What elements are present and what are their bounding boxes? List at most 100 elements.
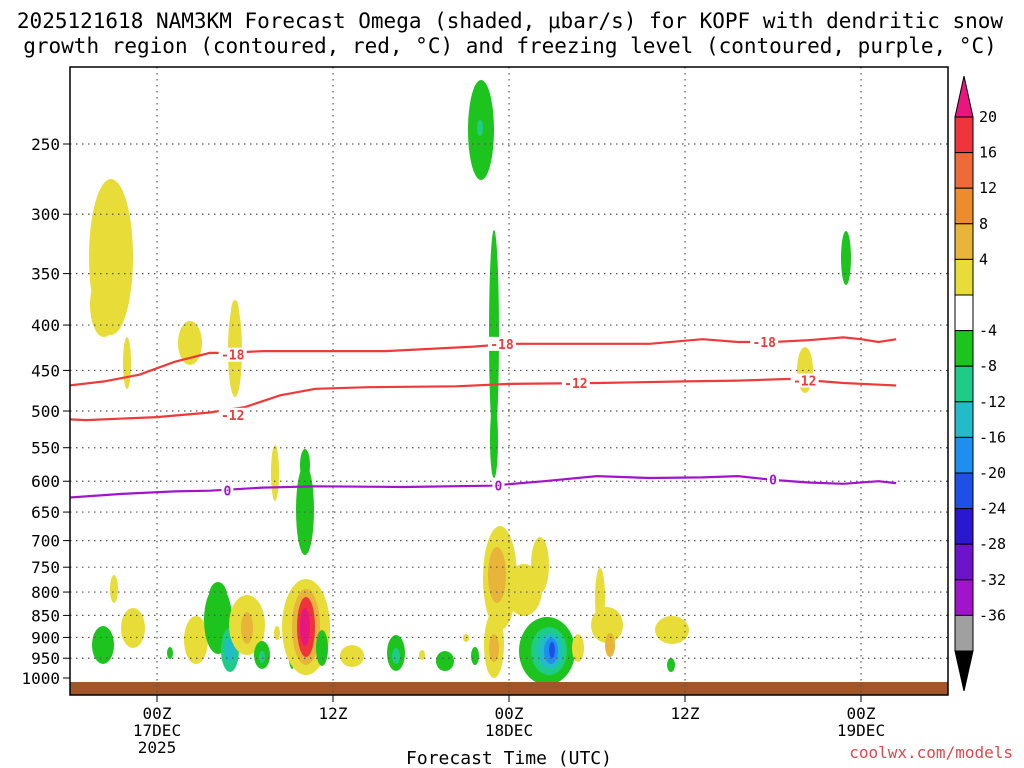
x-tick-label: 00Z — [143, 704, 172, 723]
omega-shade-region — [489, 230, 499, 440]
x-tick-label: 00Z — [495, 704, 524, 723]
contour-label: 0 — [769, 473, 777, 488]
x-tick-label: 19DEC — [837, 721, 885, 740]
temperature-contours — [70, 336, 897, 499]
colorbar-label: -32 — [979, 571, 1006, 589]
omega-shade-region — [231, 300, 239, 324]
omega-shade-region — [605, 633, 615, 657]
contour-label: 0 — [223, 485, 231, 500]
watermark: coolwx.com/models — [849, 743, 1013, 762]
colorbar-swatch — [954, 579, 974, 616]
omega-shade-region — [667, 658, 675, 672]
contour-labels: -18 -18 -18 -12 -12 -12 0 0 0 — [218, 335, 819, 500]
chart-title-line1: 2025121618 NAM3KM Forecast Omega (shaded… — [17, 9, 1004, 33]
colorbar-swatch — [954, 508, 974, 545]
grid-lines — [70, 67, 948, 695]
y-tick-label: 600 — [31, 472, 60, 491]
omega-shade-region — [209, 582, 227, 610]
colorbar-swatch — [954, 543, 974, 581]
contour-label-bg — [221, 483, 234, 498]
dgz-contour-line — [70, 377, 897, 422]
omega-shade-region — [92, 626, 114, 664]
y-tick-label: 400 — [31, 316, 60, 335]
colorbar: 20 16 12 8 4 -4 -8 -12 -16 -20 -24 -28 -32 -36 — [954, 75, 1006, 692]
omega-shade-region — [316, 630, 328, 666]
x-tick-label: 00Z — [847, 704, 876, 723]
omega-shade-region — [489, 634, 499, 662]
colorbar-swatch — [954, 614, 974, 652]
omega-shade-region — [531, 537, 549, 593]
colorbar-swatch — [954, 436, 974, 474]
omega-shade-region — [436, 651, 454, 671]
omega-shade-region — [340, 645, 364, 667]
x-tick-label: 12Z — [671, 704, 700, 723]
omega-shade-region — [655, 616, 689, 644]
omega-shade-region — [841, 231, 851, 285]
omega-shade-region — [549, 642, 555, 658]
contour-label: -18 — [490, 338, 514, 353]
contour-label: -18 — [221, 349, 245, 364]
colorbar-swatch — [954, 152, 974, 189]
colorbar-label: -16 — [979, 428, 1006, 446]
colorbar-swatch — [954, 116, 974, 154]
omega-shade-region — [123, 337, 131, 389]
colorbar-label: -28 — [979, 535, 1006, 553]
contour-label: -12 — [793, 375, 816, 390]
contour-label: 0 — [495, 480, 503, 495]
contour-label: -12 — [564, 377, 587, 392]
omega-shade-region — [591, 607, 623, 643]
omega-shade-region — [300, 608, 310, 646]
y-tick-label: 450 — [31, 361, 60, 380]
omega-shade-region — [184, 616, 208, 664]
omega-shade-region — [271, 445, 279, 501]
omega-shade-region — [488, 547, 506, 603]
contour-label-bg — [492, 478, 505, 493]
omega-shade-region — [477, 120, 483, 136]
colorbar-label: 4 — [979, 250, 988, 268]
y-tick-label: 350 — [31, 265, 60, 284]
x-tick-label: 2025 — [138, 738, 177, 757]
omega-shade-region — [97, 189, 125, 241]
omega-shade-region — [178, 321, 202, 365]
contour-label-bg — [790, 373, 819, 388]
contour-label-bg — [767, 472, 779, 487]
chart-title-line2: growth region (contoured, red, °C) and f… — [23, 34, 997, 58]
contour-label: -12 — [221, 409, 244, 424]
colorbar-label: 20 — [979, 108, 997, 126]
omega-shading — [89, 80, 851, 685]
x-tick-label: 12Z — [319, 704, 348, 723]
y-tick-label: 550 — [31, 439, 60, 458]
colorbar-swatch — [954, 401, 974, 438]
contour-label-bg — [750, 335, 779, 350]
ground-rect — [70, 682, 948, 695]
y-tick-label: 850 — [31, 606, 60, 625]
contour-label-bg — [218, 347, 247, 362]
y-tick-label: 250 — [31, 135, 60, 154]
y-tick-label: 950 — [31, 649, 60, 668]
omega-shade-region — [274, 626, 280, 640]
omega-shade-region — [90, 273, 118, 337]
y-tick-label: 500 — [31, 402, 60, 421]
colorbar-swatch — [954, 223, 974, 260]
colorbar-swatch — [954, 330, 974, 367]
colorbar-label: 8 — [979, 215, 988, 233]
omega-shade-region — [110, 575, 118, 603]
colorbar-swatch — [954, 294, 974, 332]
y-tick-label: 800 — [31, 583, 60, 602]
y-tick-label: 900 — [31, 628, 60, 647]
colorbar-swatch — [954, 472, 974, 510]
contour-label: -18 — [752, 336, 776, 351]
omega-shade-region — [392, 648, 400, 664]
omega-shade-region — [241, 612, 253, 644]
omega-shade-region — [121, 608, 145, 648]
y-tick-label: 300 — [31, 205, 60, 224]
y-tick-label: 700 — [31, 532, 60, 551]
omega-shade-region — [167, 647, 173, 659]
x-tick-label: 17DEC — [133, 721, 181, 740]
omega-shade-region — [419, 650, 425, 660]
colorbar-top-arrow — [954, 75, 974, 118]
colorbar-label: 12 — [979, 179, 997, 197]
contour-label-bg — [218, 407, 247, 422]
colorbar-label: -36 — [979, 606, 1006, 624]
